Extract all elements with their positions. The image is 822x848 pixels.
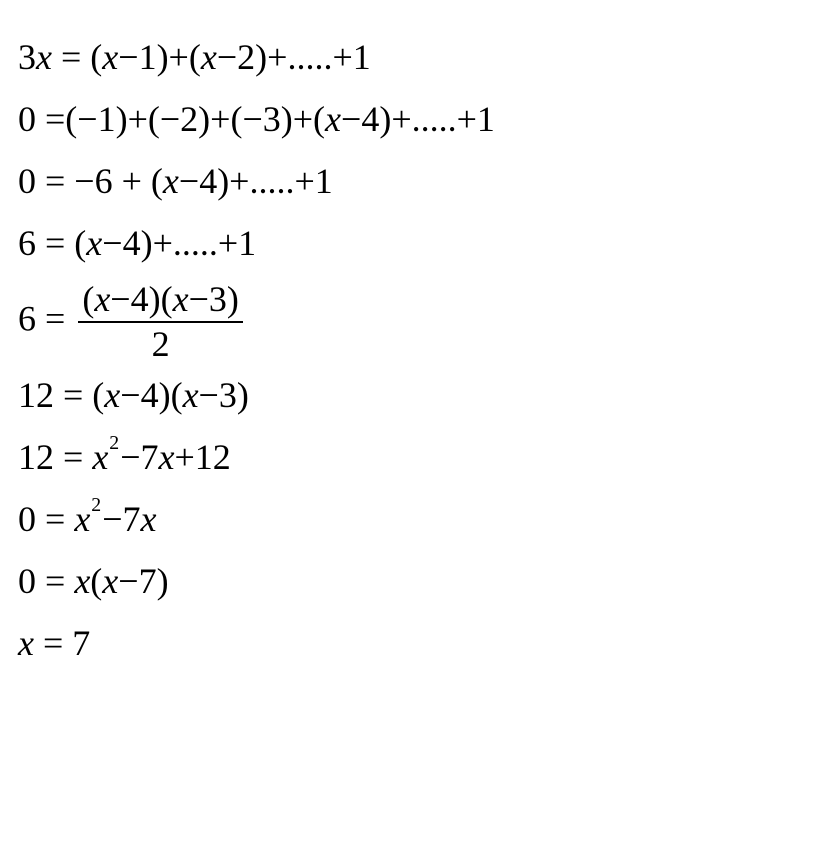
text: 12 = ( xyxy=(18,375,104,415)
equation-line-6: 12 = (x−4)(x−3) xyxy=(18,368,804,422)
text: −4)( xyxy=(110,279,172,319)
variable-x: x xyxy=(201,37,217,77)
text: −7 xyxy=(102,499,140,539)
variable-x: x xyxy=(104,375,120,415)
text: 0 = −6 + ( xyxy=(18,161,163,201)
equation-line-3: 0 = −6 + (x−4)+.....+1 xyxy=(18,154,804,208)
variable-x: x xyxy=(141,499,157,539)
text: −4)+.....+1 xyxy=(102,223,256,263)
text: −7 xyxy=(120,437,158,477)
fraction-denominator: 2 xyxy=(78,323,243,366)
equation-line-2: 0 =(−1)+(−2)+(−3)+(x−4)+.....+1 xyxy=(18,92,804,146)
variable-x: x xyxy=(325,99,341,139)
text: −3) xyxy=(189,279,239,319)
text: = 7 xyxy=(34,623,90,663)
variable-x: x xyxy=(86,223,102,263)
equation-line-10: x = 7 xyxy=(18,616,804,670)
text: = ( xyxy=(52,37,102,77)
variable-x: x xyxy=(102,561,118,601)
equation-line-1: 3x = (x−1)+(x−2)+.....+1 xyxy=(18,30,804,84)
variable-x: x xyxy=(74,561,90,601)
text: 0 = xyxy=(18,499,74,539)
variable-x: x xyxy=(173,279,189,319)
variable-x: x xyxy=(183,375,199,415)
variable-x: x xyxy=(159,437,175,477)
superscript: 2 xyxy=(91,494,101,516)
fraction: (x−4)(x−3)2 xyxy=(78,278,243,366)
text: +12 xyxy=(174,437,230,477)
variable-x: x xyxy=(163,161,179,201)
variable-x: x xyxy=(92,437,108,477)
equation-line-9: 0 = x(x−7) xyxy=(18,554,804,608)
text: −3) xyxy=(199,375,249,415)
text: −7) xyxy=(118,561,168,601)
variable-x: x xyxy=(18,623,34,663)
text: −4)( xyxy=(120,375,182,415)
text: ( xyxy=(90,561,102,601)
variable-x: x xyxy=(74,499,90,539)
variable-x: x xyxy=(102,37,118,77)
text: 6 = ( xyxy=(18,223,86,263)
superscript: 2 xyxy=(109,432,119,454)
equation-line-4: 6 = (x−4)+.....+1 xyxy=(18,216,804,270)
text: −2)+.....+1 xyxy=(217,37,371,77)
text: 6 = xyxy=(18,298,74,338)
text: 0 =(−1)+(−2)+(−3)+( xyxy=(18,99,325,139)
text: 3 xyxy=(18,37,36,77)
fraction-numerator: (x−4)(x−3) xyxy=(78,278,243,323)
equation-line-5: 6 = (x−4)(x−3)2 xyxy=(18,278,804,366)
equation-line-8: 0 = x2−7x xyxy=(18,492,804,546)
text: −4)+.....+1 xyxy=(341,99,495,139)
equation-line-7: 12 = x2−7x+12 xyxy=(18,430,804,484)
variable-x: x xyxy=(94,279,110,319)
text: −1)+( xyxy=(118,37,201,77)
variable-x: x xyxy=(36,37,52,77)
text: ( xyxy=(82,279,94,319)
text: −4)+.....+1 xyxy=(179,161,333,201)
text: 12 = xyxy=(18,437,92,477)
text: 0 = xyxy=(18,561,74,601)
